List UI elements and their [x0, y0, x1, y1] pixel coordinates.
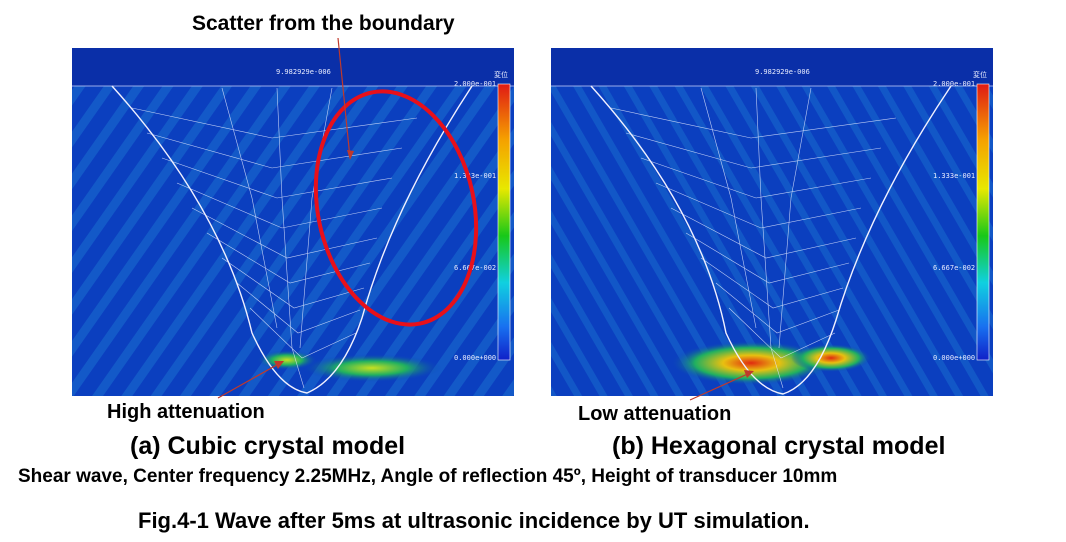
colorbar-tick-3: 6.667e-002	[933, 264, 976, 272]
figure-caption: Fig.4-1 Wave after 5ms at ultrasonic inc…	[138, 508, 810, 533]
panel-a-field	[72, 48, 514, 396]
time-label: 9.982929e-006	[276, 68, 331, 76]
simulation-panel-cubic: 9.982929e-006 変位 2.000e-001 1.333e-001 6…	[72, 48, 514, 396]
colorbar-tick-max: 2.000e-001	[933, 80, 976, 88]
colorbar-tick-max: 2.000e-001	[454, 80, 497, 88]
colorbar-tick-3: 6.667e-002	[454, 264, 497, 272]
boundary-scatter-label: Scatter from the boundary	[192, 12, 455, 35]
time-label: 9.982929e-006	[755, 68, 810, 76]
simulation-panel-hexagonal: 9.982929e-006 変位 2.000e-001 1.333e-001 6…	[551, 48, 993, 396]
colorbar-tick-min: 0.000e+000	[454, 354, 497, 362]
panel-b-caption: (b) Hexagonal crystal model	[612, 432, 946, 460]
colorbar-tick-2: 1.333e-001	[454, 172, 497, 180]
panel-a-caption: (a) Cubic crystal model	[130, 432, 406, 460]
panel-b-field	[551, 48, 993, 396]
high-attenuation-label: High attenuation	[107, 401, 265, 423]
simulation-conditions: Shear wave, Center frequency 2.25MHz, An…	[18, 466, 838, 487]
colorbar-unit: 変位	[494, 71, 508, 79]
colorbar-unit: 変位	[973, 71, 987, 79]
colorbar-tick-2: 1.333e-001	[933, 172, 976, 180]
low-attenuation-label: Low attenuation	[578, 403, 732, 425]
colorbar-tick-min: 0.000e+000	[933, 354, 976, 362]
